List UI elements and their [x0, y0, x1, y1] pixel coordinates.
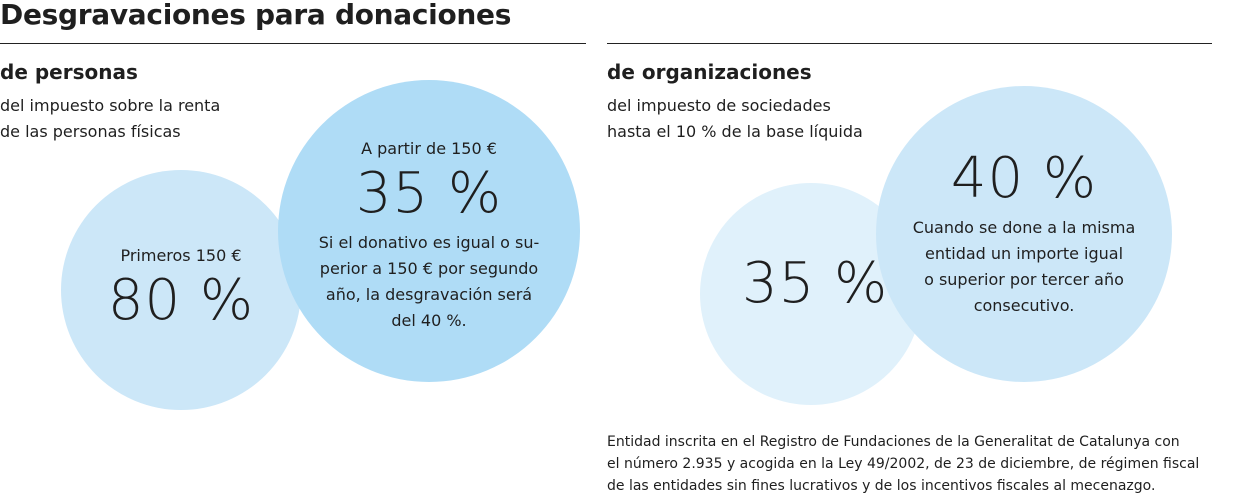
organizaciones-subtitle-line: del impuesto de sociedades [607, 96, 831, 115]
left-divider [0, 43, 586, 44]
footnote-line: Entidad inscrita en el Registro de Funda… [607, 434, 1180, 450]
organizaciones-second-circle-content: 40 % Cuando se done a la misma entidad u… [876, 149, 1172, 319]
personas-first-circle-content: Primeros 150 € 80 % [61, 243, 301, 331]
personas-heading: de personas [0, 60, 138, 84]
organizaciones-second-desc-line: consecutivo. [973, 296, 1075, 315]
personas-second-desc-line: del 40 %. [391, 311, 467, 330]
personas-second-desc-line: Si el donativo es igual o su- [318, 233, 540, 252]
personas-first-value: 80 % [107, 268, 255, 333]
personas-second-value: 35 % [355, 161, 503, 226]
organizaciones-second-desc-line: entidad un importe igual [924, 244, 1124, 263]
personas-second-desc-line: perior a 150 € por segundo [319, 259, 539, 278]
personas-first-label: Primeros 150 € [120, 246, 242, 265]
organizaciones-heading: de organizaciones [607, 60, 812, 84]
organizaciones-subtitle-line: hasta el 10 % de la base líquida [607, 122, 863, 141]
organizaciones-second-circle [876, 86, 1172, 382]
personas-second-circle [278, 80, 580, 382]
personas-second-label: A partir de 150 € [361, 139, 497, 158]
organizaciones-subtitle: del impuesto de sociedades hasta el 10 %… [607, 93, 863, 145]
organizaciones-second-desc-line: Cuando se done a la misma [912, 218, 1136, 237]
right-divider [607, 43, 1212, 44]
footnote-line: el número 2.935 y acogida en la Ley 49/2… [607, 456, 1200, 472]
organizaciones-second-value: 40 % [950, 146, 1098, 211]
personas-second-desc-line: año, la desgravación será [325, 285, 533, 304]
footnote: Entidad inscrita en el Registro de Funda… [607, 431, 1199, 497]
organizaciones-first-circle-content: 35 % [742, 251, 889, 316]
personas-first-circle [61, 170, 301, 410]
personas-second-circle-content: A partir de 150 € 35 % Si el donativo es… [278, 136, 580, 334]
footnote-line: de las entidades sin fines lucrativos y … [607, 478, 1156, 494]
personas-subtitle-line: de las personas físicas [0, 122, 181, 141]
organizaciones-first-value: 35 % [742, 251, 889, 316]
organizaciones-second-desc-line: o superior por tercer año [924, 270, 1124, 289]
personas-subtitle: del impuesto sobre la renta de las perso… [0, 93, 220, 145]
personas-subtitle-line: del impuesto sobre la renta [0, 96, 221, 115]
page-title: Desgravaciones para donaciones [0, 0, 512, 31]
